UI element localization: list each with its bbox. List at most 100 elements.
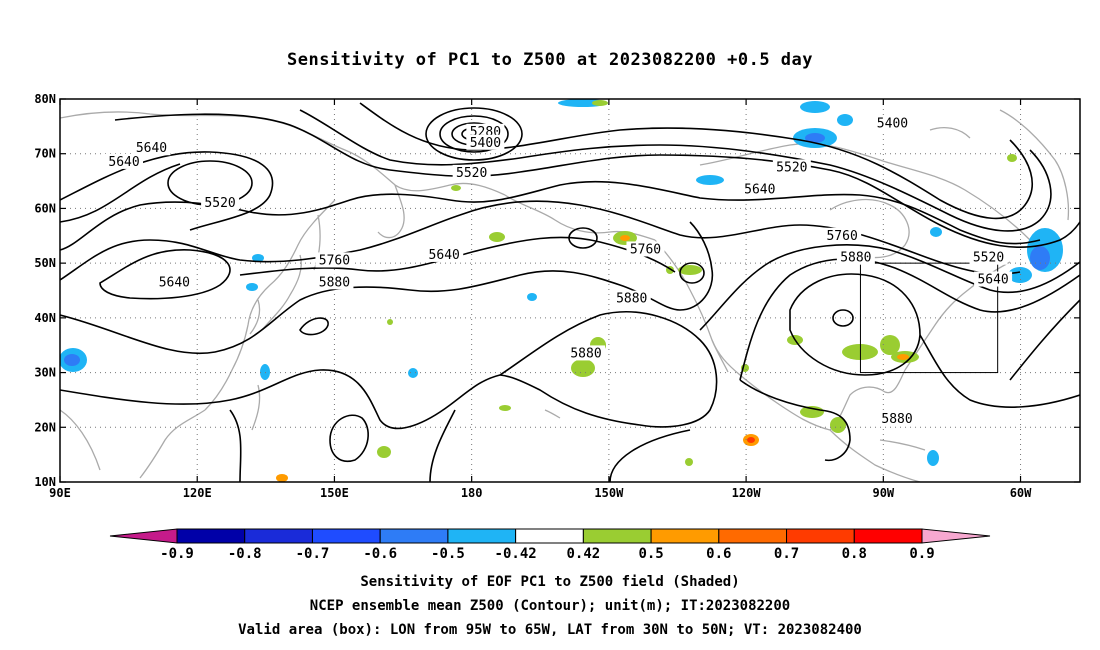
contour-label-bg — [466, 134, 505, 150]
contour-line — [439, 115, 509, 153]
lon-label: 60W — [1010, 486, 1032, 500]
latitude-labels: 10N 20N 30N 40N 50N 60N 70N 80N — [34, 92, 56, 489]
coast-korea — [249, 299, 261, 335]
contour-label-bg — [425, 246, 464, 262]
contour-line — [609, 429, 691, 482]
contour-label: 5880 — [881, 412, 912, 427]
lon-label: 150E — [320, 486, 349, 500]
lat-label: 80N — [34, 92, 56, 106]
map-frame — [59, 98, 1081, 483]
contour-line — [60, 151, 274, 231]
colorbar-swatch — [176, 528, 246, 544]
colorbar-label: 0.42 — [567, 546, 601, 562]
shade-blob — [451, 185, 461, 191]
colorbar-label: -0.42 — [495, 546, 537, 562]
contour-line — [60, 369, 501, 430]
contour-line — [60, 221, 714, 354]
shade-blob — [930, 227, 942, 237]
shade-blob — [880, 335, 900, 355]
lat-label: 20N — [34, 420, 56, 434]
contour-line — [239, 236, 676, 276]
valid-area-box — [859, 262, 999, 374]
contour-label-bg — [836, 249, 875, 265]
contour-label-bg — [823, 227, 862, 243]
shade-blob — [620, 235, 630, 241]
colorbar-swatch — [244, 528, 313, 544]
contour-line — [60, 163, 181, 223]
contour-label-bg — [612, 290, 651, 306]
coast-philippines — [251, 384, 261, 431]
coast-india — [60, 409, 101, 471]
lon-label: 90W — [872, 486, 894, 500]
contour-label: 5880 — [570, 346, 601, 361]
contour-label: 5400 — [877, 117, 908, 132]
shade-blob — [805, 133, 825, 143]
contour-label: 5640 — [429, 248, 460, 263]
contour-label-bg — [452, 164, 491, 180]
colorbar-label: -0.5 — [431, 546, 465, 562]
shade-blob — [837, 114, 853, 126]
lon-label: 120E — [183, 486, 212, 500]
colorbar-label: -0.6 — [363, 546, 397, 562]
colorbar-swatch — [311, 528, 381, 544]
shade-blob — [747, 437, 755, 443]
shade-blob — [246, 283, 258, 291]
contour-label-bg — [878, 411, 917, 427]
colorbar-swatch — [718, 528, 788, 544]
contour-line — [229, 409, 242, 482]
contour-label-bg — [201, 194, 240, 210]
coast-asia — [60, 111, 506, 196]
colorbar-swatch — [853, 528, 923, 544]
coast-baja — [711, 339, 729, 373]
colorbar-label: 0.5 — [638, 546, 663, 562]
caption-valid-area: Valid area (box): LON from 95W to 65W, L… — [238, 622, 862, 638]
contour-label: 5520 — [456, 166, 487, 181]
lon-label: 180 — [461, 486, 483, 500]
contour-label-bg — [132, 140, 171, 156]
contour-label: 5880 — [840, 251, 871, 266]
contour-label: 5640 — [744, 182, 775, 197]
longitude-labels: 90E 120E 150E 180 150W 120W 90W 60W — [49, 486, 1032, 500]
contour-label: 5520 — [776, 160, 807, 175]
coast-greenland — [999, 109, 1070, 221]
coast-se-asia — [139, 409, 206, 479]
contour-line — [114, 113, 1080, 249]
contour-label: 5760 — [826, 229, 857, 244]
shade-blob — [377, 446, 391, 458]
contour-label: 5640 — [977, 273, 1008, 288]
colorbar-label: 0.9 — [909, 546, 934, 562]
coast-arctic-na — [699, 143, 1031, 241]
lat-label: 70N — [34, 147, 56, 161]
shade-blob — [897, 354, 909, 360]
contour-line — [299, 109, 1052, 232]
contour-label: 5880 — [616, 292, 647, 307]
coast-kamchatka — [377, 184, 405, 239]
coast-east-asia — [204, 199, 336, 411]
contour-label-bg — [772, 159, 811, 175]
colorbar-label: -0.8 — [228, 546, 262, 562]
colorbar-swatch — [650, 528, 720, 544]
caption-contour: NCEP ensemble mean Z500 (Contour); unit(… — [309, 598, 791, 614]
contour-label-bg — [974, 271, 1013, 287]
contour-label: 5760 — [630, 242, 661, 257]
colorbar-label: 0.7 — [774, 546, 799, 562]
z500-contours — [60, 102, 1080, 482]
contour-line — [739, 258, 1080, 381]
contour-label: 5520 — [204, 196, 235, 211]
coast-hawaii — [544, 409, 561, 419]
shade-blob — [527, 293, 537, 301]
coast-caribbean — [879, 439, 926, 451]
shade-blob — [499, 405, 511, 411]
lat-label: 50N — [34, 256, 56, 270]
colorbar-swatch — [515, 528, 584, 544]
shade-blob — [64, 354, 80, 366]
colorbar-swatch — [379, 528, 449, 544]
caption-shading: Sensitivity of EOF PC1 to Z500 field (Sh… — [360, 574, 740, 590]
contour-label-bg — [315, 274, 354, 290]
colorbar-label: 0.8 — [842, 546, 867, 562]
contour-line — [832, 309, 854, 327]
shade-blob — [927, 450, 939, 466]
contour-label: 5640 — [136, 141, 167, 156]
